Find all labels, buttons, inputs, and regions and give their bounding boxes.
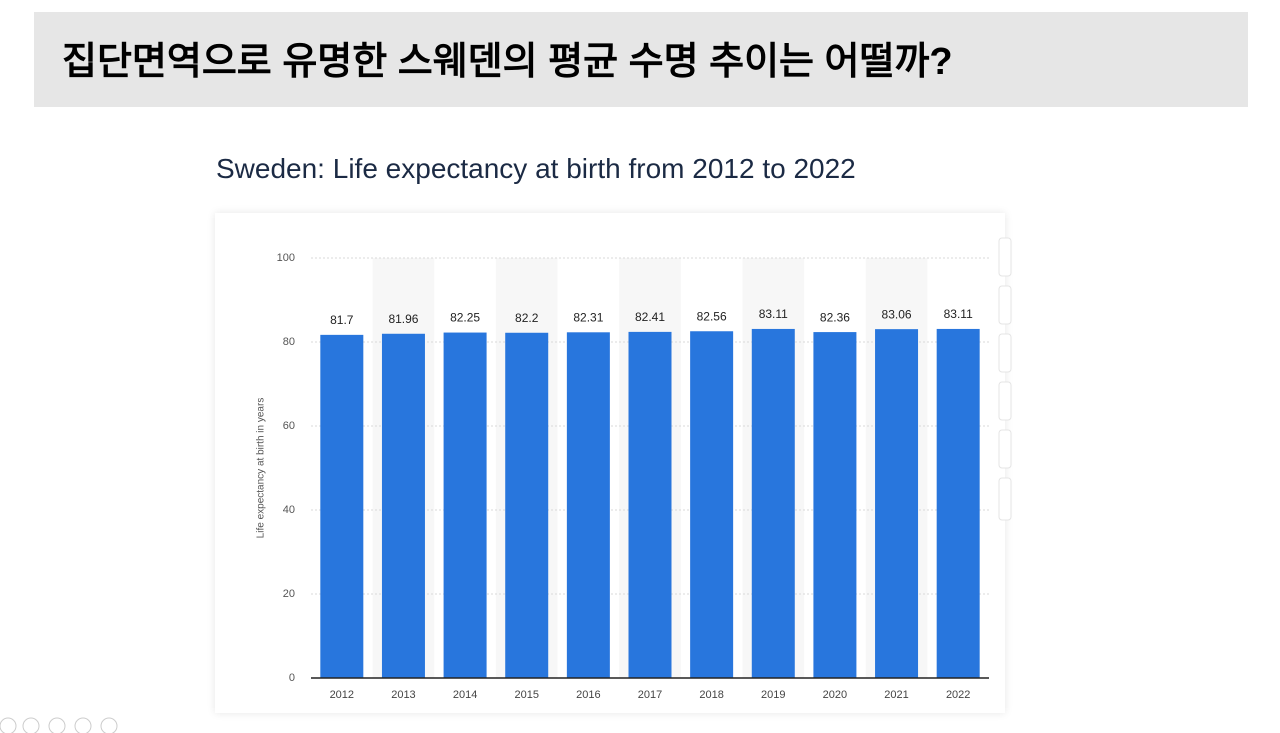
bar <box>381 333 425 678</box>
y-tick-label: 80 <box>283 336 295 348</box>
toolbar-button[interactable] <box>998 381 1012 421</box>
value-label: 82.36 <box>820 310 850 324</box>
bar <box>566 332 610 678</box>
value-label: 83.06 <box>882 307 912 321</box>
toolbar-button[interactable] <box>998 333 1012 373</box>
value-label: 82.56 <box>697 309 727 323</box>
header-title: 집단면역으로 유명한 스웨덴의 평균 수명 추이는 어떨까? <box>62 41 953 83</box>
toolbar <box>998 237 1012 521</box>
y-tick-label: 40 <box>283 504 295 516</box>
y-tick-label: 20 <box>283 588 295 600</box>
y-axis-label: Life expectancy at birth in years <box>256 398 267 539</box>
bar <box>936 328 980 678</box>
control-icon[interactable] <box>48 717 66 733</box>
bar <box>751 328 795 678</box>
bar <box>690 331 734 678</box>
bar <box>875 329 919 678</box>
x-tick-label: 2019 <box>761 689 785 701</box>
control-icon[interactable] <box>0 717 17 733</box>
bar <box>628 331 672 678</box>
x-tick-label: 2020 <box>823 689 847 701</box>
toolbar-button[interactable] <box>998 477 1012 521</box>
bar <box>443 332 487 678</box>
y-tick-label: 60 <box>283 420 295 432</box>
y-tick-label: 0 <box>289 672 295 684</box>
chart-title: Sweden: Life expectancy at birth from 20… <box>216 153 856 184</box>
bar <box>505 332 549 678</box>
x-tick-label: 2016 <box>576 689 600 701</box>
value-label: 83.11 <box>759 307 788 321</box>
x-tick-label: 2012 <box>330 689 354 701</box>
x-tick-label: 2017 <box>638 689 662 701</box>
x-tick-label: 2014 <box>453 689 477 701</box>
control-icon[interactable] <box>74 717 92 733</box>
bar <box>813 332 857 678</box>
value-label: 81.96 <box>388 312 418 326</box>
value-label: 82.31 <box>573 310 603 324</box>
value-label: 82.41 <box>635 310 665 324</box>
x-tick-label: 2013 <box>391 689 415 701</box>
x-tick-label: 2022 <box>946 689 970 701</box>
value-label: 81.7 <box>330 313 354 327</box>
toolbar-button[interactable] <box>998 429 1012 469</box>
x-tick-label: 2015 <box>514 689 538 701</box>
x-tick-label: 2018 <box>699 689 723 701</box>
value-label: 82.2 <box>515 311 539 325</box>
value-label: 83.11 <box>944 307 973 321</box>
value-label: 82.25 <box>450 311 480 325</box>
toolbar-button[interactable] <box>998 285 1012 325</box>
y-tick-label: 100 <box>277 252 295 264</box>
control-icon[interactable] <box>22 717 40 733</box>
bar <box>320 334 364 678</box>
slide-controls <box>0 717 118 733</box>
toolbar-button[interactable] <box>998 237 1012 277</box>
x-tick-label: 2021 <box>884 689 908 701</box>
control-icon[interactable] <box>100 717 118 733</box>
header: 집단면역으로 유명한 스웨덴의 평균 수명 추이는 어떨까? <box>34 12 1248 107</box>
